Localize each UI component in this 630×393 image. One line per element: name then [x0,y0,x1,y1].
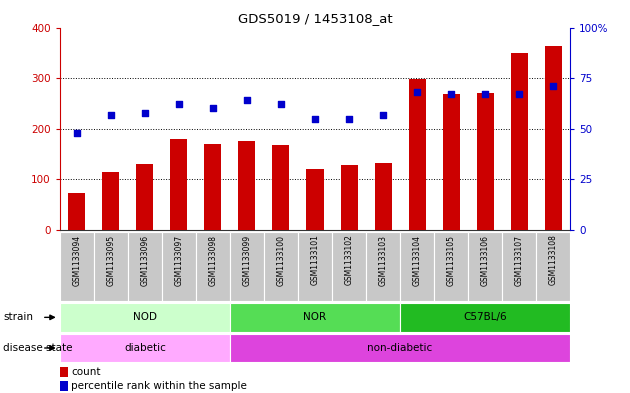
Bar [536,232,570,301]
Bar [502,232,536,301]
Point [310,116,320,122]
Text: GSM1133107: GSM1133107 [515,235,524,286]
Text: diabetic: diabetic [124,343,166,353]
Bar [60,367,67,377]
Point [242,97,252,103]
Text: disease state: disease state [3,343,72,353]
Text: strain: strain [3,312,33,322]
Bar [128,232,162,301]
Bar [408,79,425,230]
Point [480,91,490,97]
Text: GSM1133103: GSM1133103 [379,235,387,286]
Bar [272,145,289,230]
Point [378,111,388,118]
Point [208,105,218,112]
Text: non-diabetic: non-diabetic [367,343,433,353]
Text: GSM1133108: GSM1133108 [549,235,558,285]
Bar [340,165,358,230]
Bar [332,232,366,301]
Bar [238,141,256,230]
Bar [298,232,332,301]
Bar [170,139,188,230]
Point [276,101,286,108]
Bar [442,94,459,230]
Text: GSM1133096: GSM1133096 [140,235,149,286]
Text: GSM1133097: GSM1133097 [175,235,183,286]
Bar [196,232,230,301]
Point [548,83,558,89]
Point [344,116,354,122]
Bar [230,334,570,362]
Bar [204,144,222,230]
Text: NOD: NOD [133,312,157,322]
Text: GSM1133098: GSM1133098 [209,235,217,286]
Bar [400,232,434,301]
Text: GSM1133094: GSM1133094 [72,235,81,286]
Text: GSM1133099: GSM1133099 [243,235,251,286]
Bar [102,172,119,230]
Bar [136,164,153,230]
Bar [60,380,67,391]
Text: C57BL/6: C57BL/6 [463,312,507,322]
Bar [366,232,400,301]
Text: GSM1133105: GSM1133105 [447,235,455,286]
Bar [400,303,570,332]
Bar [230,303,400,332]
Bar [306,169,324,230]
Title: GDS5019 / 1453108_at: GDS5019 / 1453108_at [238,12,392,25]
Bar [230,232,264,301]
Point [514,91,524,97]
Text: percentile rank within the sample: percentile rank within the sample [71,381,248,391]
Bar [69,193,86,230]
Text: GSM1133102: GSM1133102 [345,235,353,285]
Point [106,111,116,118]
Point [72,130,82,136]
Point [412,89,422,95]
Text: GSM1133095: GSM1133095 [106,235,115,286]
Bar [60,334,230,362]
Text: GSM1133106: GSM1133106 [481,235,490,286]
Bar [374,163,391,230]
Point [140,109,150,116]
Point [174,101,184,108]
Bar [60,232,94,301]
Bar [476,93,494,230]
Bar [468,232,502,301]
Text: GSM1133101: GSM1133101 [311,235,319,285]
Bar [434,232,468,301]
Point [446,91,456,97]
Text: GSM1133104: GSM1133104 [413,235,421,286]
Bar [60,303,230,332]
Bar [264,232,298,301]
Text: NOR: NOR [304,312,326,322]
Bar [162,232,196,301]
Bar [510,53,528,230]
Text: count: count [71,367,101,377]
Bar [544,46,561,230]
Bar [94,232,128,301]
Text: GSM1133100: GSM1133100 [277,235,285,286]
